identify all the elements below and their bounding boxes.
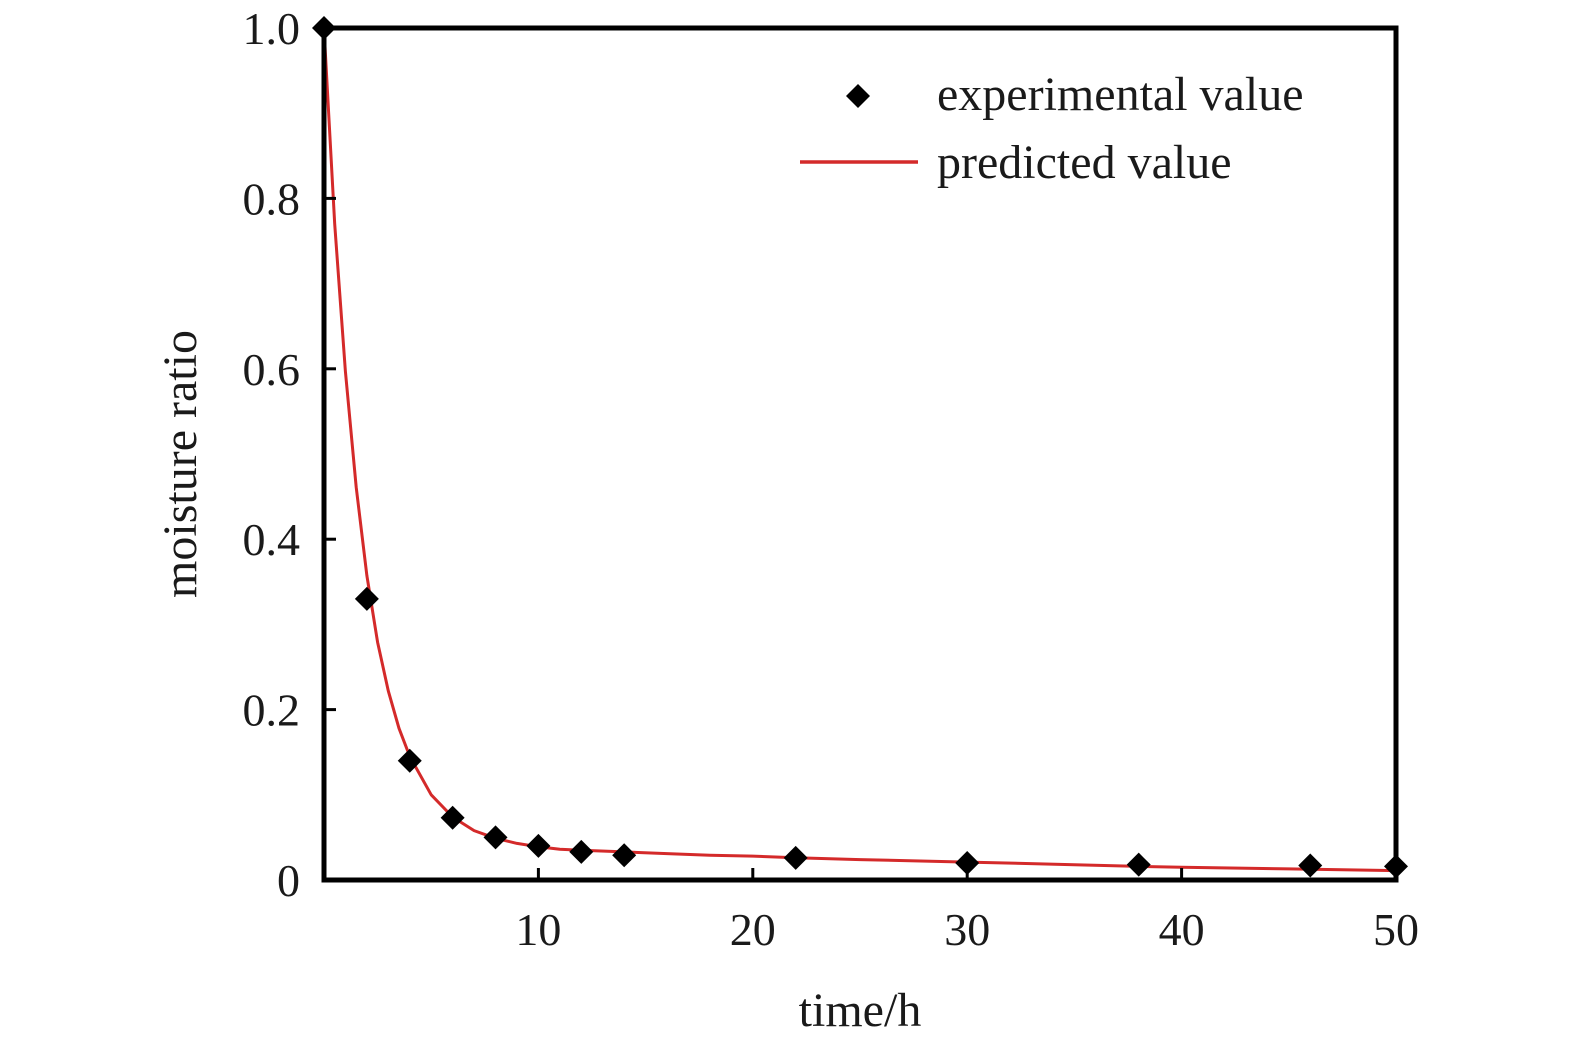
- y-axis-label: moisture ratio: [154, 330, 207, 598]
- experimental-point: [955, 850, 980, 875]
- y-tick-label: 0.8: [243, 173, 301, 224]
- predicted-value-line: [322, 27, 1397, 873]
- y-tick-label: 0: [277, 855, 300, 906]
- experimental-point: [483, 825, 508, 850]
- y-tick-label: 0.2: [243, 685, 301, 736]
- experimental-point: [1126, 852, 1151, 877]
- legend-diamond-marker: [846, 84, 870, 108]
- y-tick-label: 0.6: [243, 344, 301, 395]
- legend: experimental value predicted value: [800, 68, 1304, 189]
- legend-label-predicted: predicted value: [937, 136, 1232, 189]
- experimental-point: [569, 839, 594, 864]
- y-tick-label: 0.4: [243, 514, 301, 565]
- x-tick-label: 40: [1159, 904, 1205, 955]
- experimental-points-layer: [312, 16, 1408, 879]
- experimental-point: [783, 845, 808, 870]
- x-axis-label: time/h: [799, 984, 922, 1037]
- legend-label-experimental: experimental value: [937, 68, 1304, 121]
- x-tick-label: 10: [515, 904, 561, 955]
- x-tick-label: 50: [1373, 904, 1419, 955]
- plot-frame: [321, 25, 1399, 883]
- experimental-point: [1298, 853, 1323, 878]
- x-tick-label: 30: [944, 904, 990, 955]
- y-tick-label: 1.0: [243, 3, 301, 54]
- experimental-point: [440, 805, 465, 830]
- experimental-point: [354, 586, 379, 611]
- experimental-point: [612, 843, 637, 868]
- x-tick-label: 20: [730, 904, 776, 955]
- experimental-point: [526, 833, 551, 858]
- predicted-curve-layer: [322, 27, 1397, 873]
- experimental-point: [397, 748, 422, 773]
- tick-layer: 10 20 30 40 50 0 0.2 0.4 0.6 0.8 1.0: [243, 3, 1420, 955]
